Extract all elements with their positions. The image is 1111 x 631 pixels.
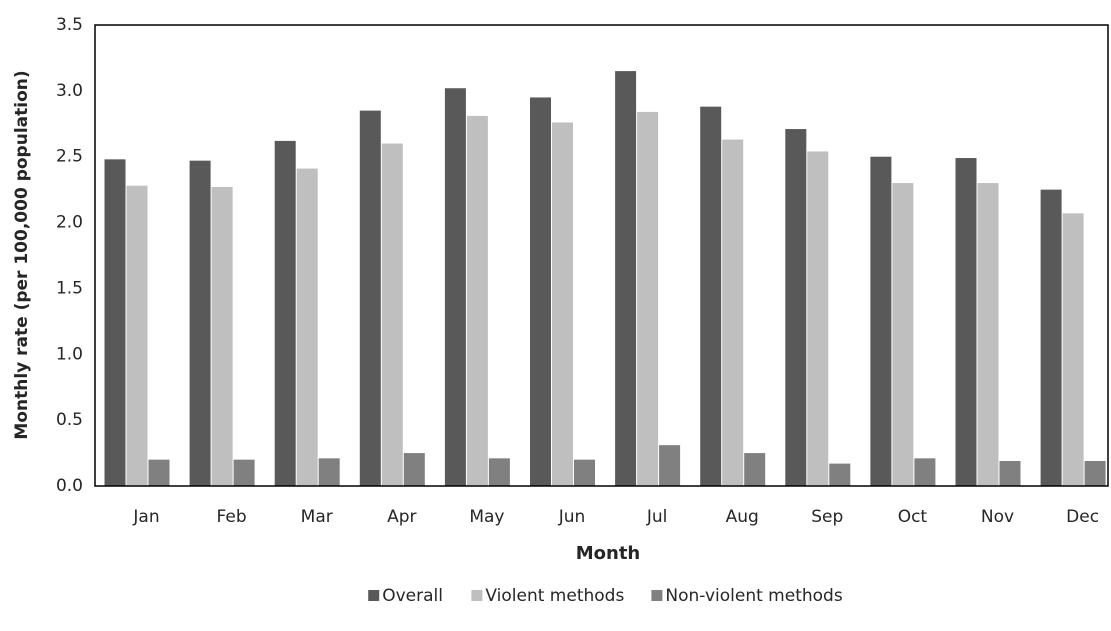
- bar: [722, 139, 744, 486]
- bar: [955, 158, 977, 486]
- y-tick-label: 0.5: [56, 410, 83, 430]
- y-tick-label: 3.0: [56, 81, 83, 101]
- bar: [381, 143, 403, 487]
- bar: [807, 151, 829, 486]
- bar: [318, 458, 340, 486]
- x-tick-label: Mar: [301, 507, 333, 527]
- x-axis-title: Month: [576, 543, 641, 564]
- bar: [296, 168, 318, 486]
- bar: [870, 156, 892, 486]
- x-tick-label: Dec: [1066, 507, 1099, 527]
- y-tick-label: 2.5: [56, 147, 83, 167]
- bar: [615, 71, 637, 486]
- x-tick-label: Apr: [387, 507, 416, 527]
- bar: [574, 459, 595, 486]
- bar: [488, 458, 510, 486]
- y-tick-label: 1.0: [56, 344, 83, 364]
- x-tick-label: Feb: [217, 507, 247, 527]
- legend-label: Violent methods: [485, 586, 624, 606]
- y-tick-label: 1.5: [56, 278, 83, 298]
- bar: [403, 453, 425, 486]
- bar: [914, 458, 936, 486]
- bar: [359, 110, 381, 486]
- bar: [744, 453, 766, 486]
- x-tick-label: Jan: [132, 507, 159, 527]
- bar: [659, 445, 681, 486]
- y-tick-label: 2.0: [56, 213, 83, 233]
- bar: [892, 183, 914, 487]
- legend-swatch: [368, 590, 380, 601]
- bar: [700, 106, 722, 487]
- bar: [637, 111, 659, 486]
- x-tick-label: Nov: [981, 507, 1014, 527]
- bar: [466, 115, 488, 486]
- x-tick-label: Sep: [811, 507, 843, 527]
- bar: [552, 122, 573, 487]
- x-tick-label: Jun: [558, 507, 586, 527]
- y-axis-title: Monthly rate (per 100,000 population): [12, 70, 32, 439]
- bar: [1040, 189, 1062, 486]
- bar: [999, 460, 1021, 486]
- legend-swatch: [651, 590, 663, 601]
- bar: [126, 185, 148, 487]
- x-tick-label: Jul: [646, 507, 668, 527]
- bar: [189, 160, 211, 486]
- y-tick-label: 3.5: [56, 15, 83, 35]
- bar: [104, 159, 126, 486]
- bar: [211, 187, 233, 486]
- bar: [148, 459, 170, 486]
- legend-label: Non-violent methods: [665, 586, 842, 606]
- bar: [274, 140, 296, 486]
- x-tick-label: Aug: [726, 507, 759, 527]
- bar: [233, 459, 255, 486]
- legend-swatch: [471, 590, 483, 601]
- bar: [977, 183, 999, 487]
- x-tick-label: Oct: [898, 507, 928, 527]
- bar: [1062, 213, 1084, 486]
- plot-frame: [94, 24, 1109, 487]
- bar: [829, 463, 851, 486]
- bar: [785, 129, 807, 486]
- legend-label: Overall: [382, 586, 443, 606]
- x-tick-label: May: [469, 507, 504, 527]
- bar: [444, 88, 466, 487]
- y-tick-label: 0.0: [56, 476, 83, 496]
- bar: [1084, 460, 1106, 486]
- bar: [530, 97, 551, 486]
